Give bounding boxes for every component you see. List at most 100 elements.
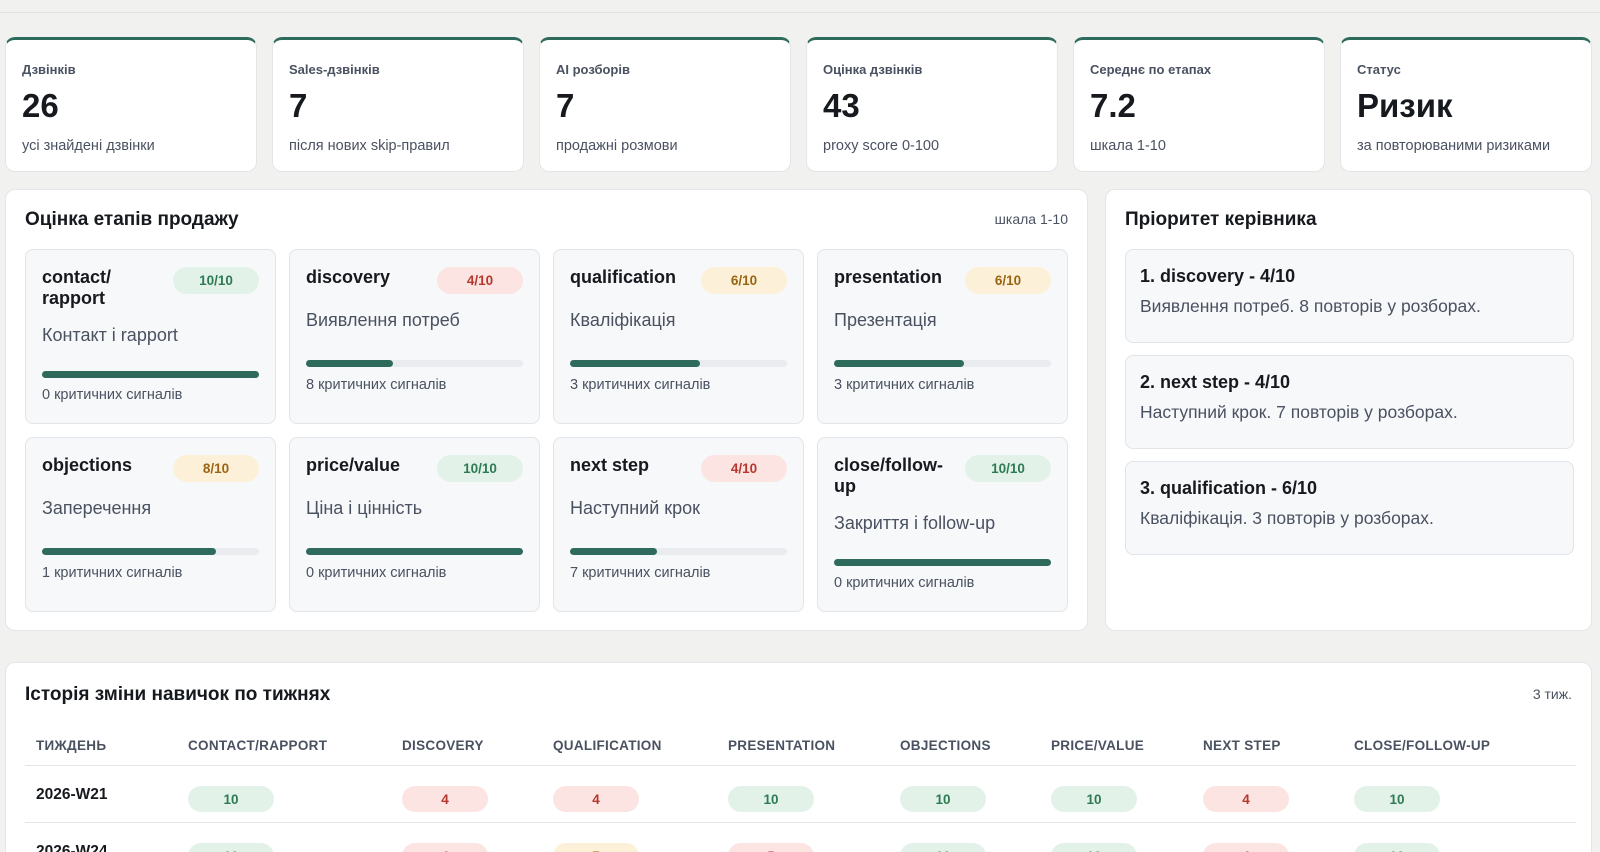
stage-score-badge: 8/10 bbox=[173, 455, 259, 482]
score-pill: 10 bbox=[728, 786, 814, 812]
score-pill: 10 bbox=[188, 843, 274, 852]
stage-score-badge: 6/10 bbox=[965, 267, 1051, 294]
stage-signals: 8 критичних сигналів bbox=[306, 377, 447, 393]
stage-card: close/follow- up 10/10 Закриття і follow-u… bbox=[817, 437, 1068, 612]
history-table: ТИЖДЕНЬ CONTACT/RAPPORT DISCOVERY QUALIFICA… bbox=[25, 725, 1576, 852]
stage-card: qualification 6/10 Кваліфікація 3 критичних… bbox=[553, 249, 804, 424]
kpi-label: Середнє по етапах bbox=[1090, 62, 1212, 77]
score-pill: 4 bbox=[1203, 843, 1289, 852]
priority-desc: Виявлення потреб. 8 повторів у розборах. bbox=[1140, 296, 1481, 316]
stage-name: presentation bbox=[834, 267, 943, 287]
score-pill: 4 bbox=[553, 786, 639, 812]
kpi-sub: після нових skip-правил bbox=[289, 138, 450, 154]
priority-desc: Наступний крок. 7 повторів у розборах. bbox=[1140, 402, 1458, 422]
kpi-card-status: Статус Ризик за повторюваними ризиками bbox=[1340, 37, 1592, 172]
score-pill: 10 bbox=[1354, 843, 1440, 852]
score-cell: 10 bbox=[889, 843, 1040, 852]
kpi-label: Sales-дзвінків bbox=[289, 62, 380, 77]
stage-score-badge: 10/10 bbox=[437, 455, 523, 482]
stage-progress-fill bbox=[306, 548, 523, 555]
score-cell: 10 bbox=[1040, 843, 1192, 852]
kpi-sub: за повторюваними ризиками bbox=[1357, 138, 1551, 154]
priority-item: 3. qualification - 6/10 Кваліфікація. 3 … bbox=[1125, 461, 1574, 555]
stage-progress-fill bbox=[570, 548, 657, 555]
score-cell: 4 bbox=[391, 843, 542, 852]
score-cell: 10 bbox=[1343, 843, 1543, 852]
kpi-value: 7.2 bbox=[1090, 87, 1136, 124]
score-pill: 10 bbox=[1051, 843, 1137, 852]
column-header: OBJECTIONS bbox=[900, 737, 991, 753]
stage-name: close/follow- up bbox=[834, 455, 944, 496]
score-cell: 4 bbox=[1192, 843, 1343, 852]
kpi-label: Статус bbox=[1357, 62, 1401, 77]
sales-stages-panel: Оцінка етапів продажу шкала 1-10 contact… bbox=[5, 189, 1088, 631]
priority-title: 3. qualification - 6/10 bbox=[1140, 478, 1318, 498]
kpi-sub: продажні розмови bbox=[556, 138, 678, 154]
stage-progress-track bbox=[42, 548, 259, 555]
stage-head: discovery 4/10 bbox=[306, 267, 523, 294]
stage-score-badge: 6/10 bbox=[701, 267, 787, 294]
stage-name: objections bbox=[42, 455, 133, 475]
score-pill: 4 bbox=[402, 786, 488, 812]
score-pill: 10 bbox=[188, 786, 274, 812]
skills-history-panel: Історія зміни навичок по тижнях 3 тиж. Т… bbox=[5, 662, 1592, 852]
panel-title: Історія зміни навичок по тижнях bbox=[25, 684, 331, 705]
score-pill: 4 bbox=[1203, 786, 1289, 812]
column-header: QUALIFICATION bbox=[553, 737, 662, 753]
score-cell: 10 bbox=[177, 786, 391, 812]
stage-card: objections 8/10 Заперечення 1 критичних сиг… bbox=[25, 437, 276, 612]
stage-grid: contact/ rapport 10/10 Контакт і rapport 0 … bbox=[25, 249, 1069, 612]
stage-card: discovery 4/10 Виявлення потреб 8 критичних… bbox=[289, 249, 540, 424]
kpi-value: 7 bbox=[556, 87, 575, 124]
kpi-card-calls: Дзвінків 26 усі знайдені дзвінки bbox=[5, 37, 257, 172]
stage-progress-track bbox=[570, 548, 787, 555]
score-cell: 4 bbox=[391, 786, 542, 812]
panel-title: Пріоритет керівника bbox=[1125, 209, 1317, 230]
kpi-row: Дзвінків 26 усі знайдені дзвінки Sales-д… bbox=[5, 37, 1592, 172]
priority-item: 2. next step - 4/10 Наступний крок. 7 по… bbox=[1125, 355, 1574, 449]
score-cell: 4 bbox=[542, 786, 717, 812]
stage-name: qualification bbox=[570, 267, 677, 287]
stage-score-badge: 4/10 bbox=[701, 455, 787, 482]
score-cell: 10 bbox=[177, 843, 391, 852]
kpi-value: 7 bbox=[289, 87, 308, 124]
stage-progress-track bbox=[834, 559, 1051, 566]
kpi-sub: усі знайдені дзвінки bbox=[22, 138, 155, 154]
score-cell: 10 bbox=[889, 786, 1040, 812]
table-row: 2026-W24 10 4 7 5 10 10 4 10 bbox=[25, 823, 1576, 852]
priority-title: 2. next step - 4/10 bbox=[1140, 372, 1291, 392]
kpi-sub: шкала 1-10 bbox=[1090, 138, 1166, 154]
column-header: CONTACT/RAPPORT bbox=[188, 737, 328, 753]
column-header: ТИЖДЕНЬ bbox=[36, 737, 107, 753]
stage-head: close/follow- up 10/10 bbox=[834, 455, 1051, 497]
stage-card: next step 4/10 Наступний крок 7 критичних с… bbox=[553, 437, 804, 612]
stage-signals: 7 критичних сигналів bbox=[570, 565, 711, 581]
stage-signals: 0 критичних сигналів bbox=[42, 387, 183, 403]
stage-desc: Закриття і follow-up bbox=[834, 513, 996, 533]
top-divider bbox=[0, 12, 1600, 13]
score-cell: 5 bbox=[717, 843, 889, 852]
stage-progress-fill bbox=[834, 360, 965, 367]
stage-signals: 3 критичних сигналів bbox=[570, 377, 711, 393]
stage-head: qualification 6/10 bbox=[570, 267, 787, 294]
stage-desc: Презентація bbox=[834, 310, 937, 330]
score-cell: 10 bbox=[717, 786, 889, 812]
column-header: NEXT STEP bbox=[1203, 737, 1281, 753]
panel-title: Оцінка етапів продажу bbox=[25, 209, 239, 230]
stage-progress-fill bbox=[306, 360, 393, 367]
stage-name: price/value bbox=[306, 455, 401, 475]
week-cell: 2026-W24 bbox=[36, 843, 108, 852]
score-pill: 10 bbox=[900, 786, 986, 812]
stage-signals: 1 критичних сигналів bbox=[42, 565, 183, 581]
column-header: PRESENTATION bbox=[728, 737, 836, 753]
stage-progress-track bbox=[306, 548, 523, 555]
table-row: 2026-W21 10 4 4 10 10 10 4 10 bbox=[25, 766, 1576, 823]
stage-name: discovery bbox=[306, 267, 391, 287]
stage-desc: Контакт і rapport bbox=[42, 325, 178, 345]
kpi-label: Дзвінків bbox=[22, 62, 76, 77]
stage-card: contact/ rapport 10/10 Контакт і rapport 0 … bbox=[25, 249, 276, 424]
kpi-value: 26 bbox=[22, 87, 59, 124]
manager-priority-panel: Пріоритет керівника 1. discovery - 4/10 … bbox=[1105, 189, 1592, 631]
stage-progress-track bbox=[570, 360, 787, 367]
stage-signals: 3 критичних сигналів bbox=[834, 377, 975, 393]
